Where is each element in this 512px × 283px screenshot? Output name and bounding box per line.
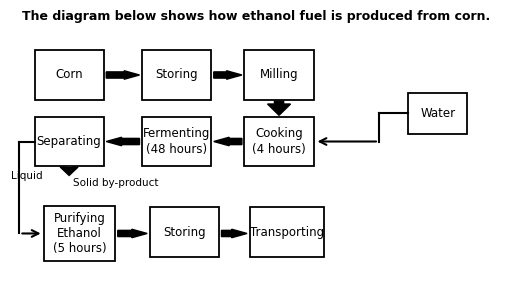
Text: The diagram below shows how ethanol fuel is produced from corn.: The diagram below shows how ethanol fuel… — [22, 10, 490, 23]
Polygon shape — [221, 229, 247, 238]
Text: Purifying
Ethanol
(5 hours): Purifying Ethanol (5 hours) — [53, 212, 106, 255]
FancyBboxPatch shape — [142, 50, 211, 100]
Text: Transporting: Transporting — [250, 226, 324, 239]
Text: Storing: Storing — [155, 68, 198, 82]
Polygon shape — [118, 229, 147, 238]
Polygon shape — [106, 71, 139, 79]
Text: Separating: Separating — [37, 135, 101, 148]
Text: Cooking
(4 hours): Cooking (4 hours) — [252, 128, 306, 155]
Polygon shape — [106, 137, 139, 146]
FancyBboxPatch shape — [245, 117, 313, 166]
Polygon shape — [268, 101, 291, 115]
Polygon shape — [214, 71, 242, 79]
FancyBboxPatch shape — [409, 93, 467, 134]
Text: Fermenting
(48 hours): Fermenting (48 hours) — [143, 128, 210, 155]
Polygon shape — [214, 137, 242, 146]
FancyBboxPatch shape — [35, 117, 103, 166]
FancyBboxPatch shape — [250, 207, 324, 257]
FancyBboxPatch shape — [142, 117, 211, 166]
FancyBboxPatch shape — [245, 50, 313, 100]
Text: Corn: Corn — [55, 68, 83, 82]
FancyBboxPatch shape — [150, 207, 219, 257]
Text: Water: Water — [420, 107, 455, 120]
Text: Liquid: Liquid — [11, 171, 43, 181]
Polygon shape — [60, 167, 78, 175]
Text: Solid by-product: Solid by-product — [73, 178, 159, 188]
Text: Milling: Milling — [260, 68, 298, 82]
Text: Storing: Storing — [163, 226, 206, 239]
FancyBboxPatch shape — [44, 206, 115, 261]
FancyBboxPatch shape — [35, 50, 103, 100]
